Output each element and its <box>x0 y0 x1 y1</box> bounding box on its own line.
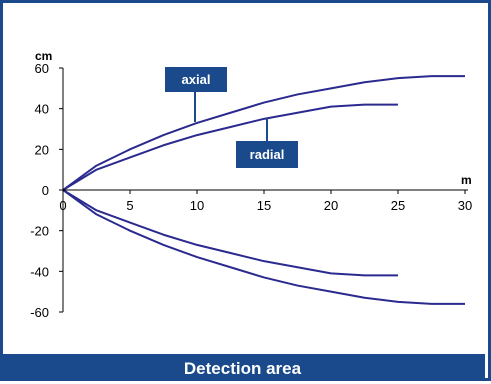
x-tick-label: 25 <box>391 198 405 213</box>
x-tick-label: 5 <box>126 198 133 213</box>
y-tick-label: 40 <box>35 102 49 117</box>
radial-label: radial <box>250 147 285 162</box>
x-tick-label: 20 <box>324 198 338 213</box>
y-axis-unit-label: cm <box>35 49 52 63</box>
radial-label-box: radial <box>236 118 298 168</box>
y-tick-label: -60 <box>30 305 49 320</box>
x-tick-label: 30 <box>458 198 472 213</box>
axial-label: axial <box>182 72 211 87</box>
axial-label-box: axial <box>165 67 227 122</box>
axes-layer <box>63 68 468 312</box>
y-tick-label: 60 <box>35 61 49 76</box>
x-tick-label: 0 <box>59 198 66 213</box>
axial-curve <box>63 76 465 190</box>
y-tick-label: -20 <box>30 224 49 239</box>
y-tick-label: -40 <box>30 264 49 279</box>
x-tick-label: 15 <box>257 198 271 213</box>
radial-curve <box>63 105 398 190</box>
y-tick-label: 0 <box>42 183 49 198</box>
footer-title: Detection area <box>0 354 485 381</box>
x-axis-unit-label: m <box>461 173 472 187</box>
y-tick-label: 20 <box>35 142 49 157</box>
x-tick-label: 10 <box>190 198 204 213</box>
radial-curve <box>63 190 398 275</box>
